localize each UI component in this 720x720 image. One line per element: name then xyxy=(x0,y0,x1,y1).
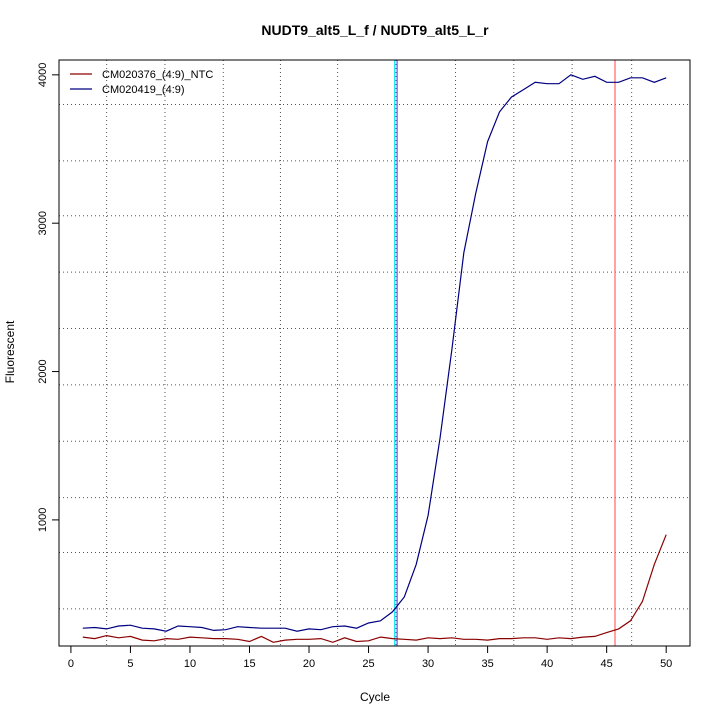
x-tick-label: 40 xyxy=(541,658,553,670)
x-tick-label: 30 xyxy=(422,658,434,670)
y-axis-label: Fluorescent xyxy=(3,320,17,383)
x-axis: 0 5 10 15 20 25 30 35 40 45 50 xyxy=(68,645,672,670)
y-tick-label: 4000 xyxy=(37,63,49,87)
series-line-2 xyxy=(82,74,667,632)
x-tick-label: 0 xyxy=(68,658,74,670)
x-tick-label: 50 xyxy=(660,658,672,670)
x-tick-label: 5 xyxy=(127,658,133,670)
x-axis-label: Cycle xyxy=(360,690,390,704)
chart-title: NUDT9_alt5_L_f / NUDT9_alt5_L_r xyxy=(261,22,489,38)
x-tick-label: 35 xyxy=(481,658,493,670)
series-line-1 xyxy=(82,534,667,643)
legend-entry-label: CM020419_(4:9) xyxy=(102,84,185,96)
legend: CM020376_(4:9)_NTC CM020419_(4:9) xyxy=(70,69,213,96)
threshold-lines xyxy=(394,60,616,646)
x-tick-label: 25 xyxy=(362,658,374,670)
y-tick-label: 3000 xyxy=(37,211,49,235)
plot-frame xyxy=(58,59,691,647)
x-tick-label: 45 xyxy=(601,658,613,670)
y-axis: 1000 2000 3000 4000 xyxy=(37,63,59,532)
y-tick-label: 1000 xyxy=(37,508,49,532)
series-lines xyxy=(82,74,667,643)
x-tick-label: 20 xyxy=(303,658,315,670)
y-tick-label: 2000 xyxy=(37,359,49,383)
grid-lines xyxy=(59,60,690,646)
x-tick-label: 10 xyxy=(184,658,196,670)
legend-entry-label: CM020376_(4:9)_NTC xyxy=(102,69,213,81)
x-tick-label: 15 xyxy=(243,658,255,670)
